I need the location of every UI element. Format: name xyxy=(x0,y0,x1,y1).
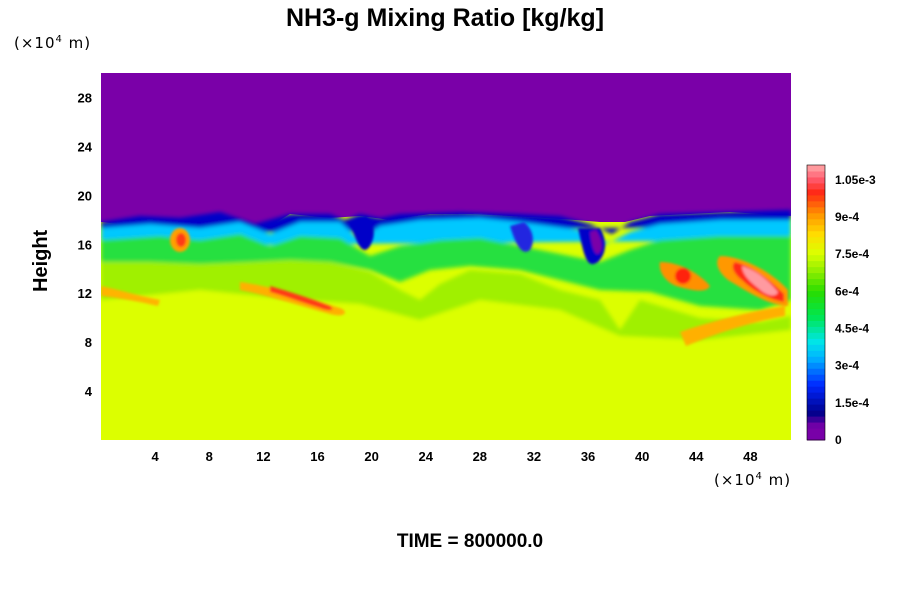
colorbar-swatch xyxy=(807,428,825,435)
x-tick-label: 8 xyxy=(206,449,213,464)
y-tick-label: 4 xyxy=(85,384,93,399)
colorbar-swatch xyxy=(807,422,825,429)
colorbar-tick-label: 1.05e-3 xyxy=(835,173,876,187)
colorbar-tick-label: 7.5e-4 xyxy=(835,247,869,261)
colorbar-swatch xyxy=(807,284,825,292)
x-tick-label: 12 xyxy=(256,449,270,464)
colorbar-swatch xyxy=(807,416,825,423)
colorbar-swatch xyxy=(807,434,825,441)
x-tick-label: 20 xyxy=(364,449,378,464)
colorbar-swatch xyxy=(807,344,825,351)
colorbar-swatch xyxy=(807,398,825,405)
y-tick-label: 24 xyxy=(78,139,93,154)
field-plumes xyxy=(350,216,605,265)
colorbar-swatch xyxy=(807,194,825,202)
colorbar-swatch xyxy=(807,332,825,339)
y-tick-label: 16 xyxy=(78,237,92,252)
x-axis-unit: (×104 m) xyxy=(714,471,792,489)
colorbar-swatch xyxy=(807,212,825,220)
colorbar-swatch xyxy=(807,236,825,244)
colorbar-swatch xyxy=(807,188,825,196)
colorbar-swatch xyxy=(807,302,825,309)
x-tick-label: 48 xyxy=(743,449,757,464)
colorbar-tick-label: 0 xyxy=(835,433,842,447)
colorbar-swatch xyxy=(807,392,825,399)
colorbar-swatch xyxy=(807,320,825,327)
colorbar-swatch xyxy=(807,350,825,357)
y-tick-label: 12 xyxy=(78,286,92,301)
x-tick-label: 40 xyxy=(635,449,649,464)
colorbar-tick-label: 4.5e-4 xyxy=(835,322,869,336)
chart-title: NH3-g Mixing Ratio [kg/kg] xyxy=(285,4,605,32)
colorbar-swatch xyxy=(807,278,825,286)
colorbar-swatch xyxy=(807,254,825,262)
colorbar-ticks: 0 1.5e-4 3e-4 4.5e-4 6e-4 7.5e-4 9e-4 1.05e-3 xyxy=(835,173,876,447)
colorbar-frame xyxy=(806,164,826,441)
colorbar-swatch xyxy=(807,206,825,214)
x-tick-label: 36 xyxy=(581,449,595,464)
colorbar-swatch xyxy=(807,218,825,226)
colorbar-swatch xyxy=(807,368,825,375)
y-tick-label: 8 xyxy=(85,335,92,350)
colorbar-swatch xyxy=(807,200,825,208)
x-tick-label: 4 xyxy=(152,449,160,464)
colorbar-swatch xyxy=(807,224,825,232)
x-tick-label: 24 xyxy=(418,449,433,464)
colorbar-tick-label: 6e-4 xyxy=(835,284,859,298)
y-axis: 4 8 12 16 20 24 28 xyxy=(78,90,93,399)
colorbar-swatch xyxy=(807,308,825,315)
colorbar-tick-label: 9e-4 xyxy=(835,210,859,224)
x-tick-label: 44 xyxy=(689,449,704,464)
colorbar-swatch xyxy=(807,272,825,280)
colorbar-swatch xyxy=(807,404,825,411)
colorbar xyxy=(806,164,826,441)
colorbar-swatch xyxy=(807,260,825,268)
colorbar-swatch xyxy=(807,338,825,345)
y-tick-label: 20 xyxy=(78,188,92,203)
colorbar-swatch xyxy=(807,326,825,333)
plot-area xyxy=(101,73,791,440)
colorbar-swatch xyxy=(807,296,825,303)
colorbar-tick-label: 3e-4 xyxy=(835,359,859,373)
field-mixing-layer xyxy=(101,210,791,440)
colorbar-swatch xyxy=(807,266,825,274)
colorbar-swatch xyxy=(807,242,825,250)
colorbar-swatch xyxy=(807,374,825,381)
colorbar-swatch xyxy=(807,356,825,363)
colorbar-swatch xyxy=(807,362,825,369)
colorbar-swatch xyxy=(807,248,825,256)
colorbar-swatch xyxy=(807,314,825,321)
x-tick-label: 28 xyxy=(473,449,487,464)
colorbar-swatch xyxy=(807,165,825,172)
colorbar-swatch xyxy=(807,386,825,393)
y-axis-unit: (×104 m) xyxy=(14,34,92,52)
y-tick-label: 28 xyxy=(78,90,92,105)
colorbar-swatch xyxy=(807,176,825,184)
colorbar-swatch xyxy=(807,182,825,190)
colorbar-swatch xyxy=(807,290,825,298)
colorbar-swatch xyxy=(807,170,825,178)
x-tick-label: 16 xyxy=(310,449,324,464)
colorbar-swatch xyxy=(807,380,825,387)
x-tick-label: 32 xyxy=(527,449,541,464)
colorbar-swatch xyxy=(807,230,825,238)
field-high-patches xyxy=(101,228,788,346)
time-label: TIME = 800000.0 xyxy=(396,531,544,552)
colorbar-tick-label: 1.5e-4 xyxy=(835,396,869,410)
colorbar-swatch xyxy=(807,410,825,417)
x-axis: 4 8 12 16 20 24 28 32 36 40 44 48 xyxy=(152,449,758,464)
